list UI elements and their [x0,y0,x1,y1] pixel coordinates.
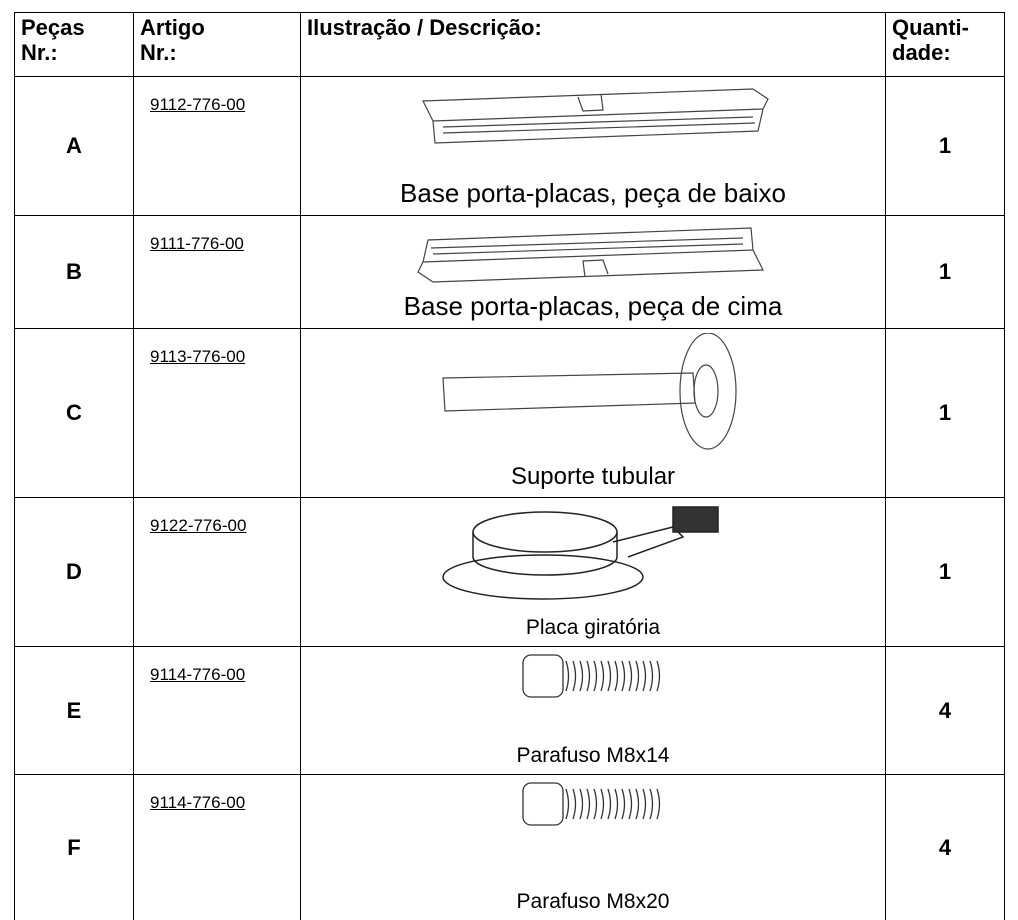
illustration-cell: Parafuso M8x14 [301,647,886,775]
illustration-cell: Placa giratória [301,498,886,647]
tube [443,373,695,411]
description: Placa giratória [526,616,660,640]
illustration-cell: Base porta-placas, peça de cima [301,216,886,329]
top [473,512,617,552]
drawing [418,228,763,282]
illustration [403,220,783,290]
header-cell: Artigo Nr.: [134,13,301,77]
head [523,655,563,697]
illustration-box: Parafuso M8x14 [301,647,885,774]
outline [423,89,768,143]
header-cell: Peças Nr.: [15,13,134,77]
illustration [518,779,668,829]
part-id: C [15,329,134,498]
header-cell: Ilustração / Descrição: [301,13,886,77]
article-number: 9112-776-00 [134,77,301,216]
description: Parafuso M8x20 [517,890,670,914]
illustration-cell: Suporte tubular [301,329,886,498]
description: Suporte tubular [511,463,675,491]
notch [578,94,603,111]
pedal [673,507,718,532]
part-id: A [15,77,134,216]
illustration [433,333,753,463]
illustration-cell: Parafuso M8x20 [301,775,886,920]
illustration-box: Base porta-placas, peça de cima [301,216,885,328]
quantity: 4 [886,647,1005,775]
quantity: 1 [886,216,1005,329]
quantity: 4 [886,775,1005,920]
parts-table: Peças Nr.: Artigo Nr.: Ilustração / Desc… [14,12,1005,920]
header-row: Peças Nr.: Artigo Nr.: Ilustração / Desc… [15,13,1005,77]
article-number: 9113-776-00 [134,329,301,498]
illustration [518,651,668,701]
illustration-cell: Base porta-placas, peça de baixo [301,77,886,216]
drawing [443,507,718,599]
notch [583,260,608,277]
article-number: 9122-776-00 [134,498,301,647]
flange-inner [694,365,718,417]
article-number: 9114-776-00 [134,775,301,920]
illustration [433,502,753,612]
illustration-box: Suporte tubular [301,329,885,497]
part-id: F [15,775,134,920]
part-id: B [15,216,134,329]
drawing [523,783,660,825]
part-id: D [15,498,134,647]
description: Base porta-placas, peça de baixo [400,178,786,209]
quantity: 1 [886,329,1005,498]
article-number: 9111-776-00 [134,216,301,329]
illustration-box: Placa giratória [301,498,885,646]
head [523,783,563,825]
drawing [443,333,736,449]
illustration-box: Base porta-placas, peça de baixo [301,77,885,215]
drawing [423,89,768,143]
illustration-box: Parafuso M8x20 [301,775,885,920]
drawing [523,655,660,697]
illustration [403,81,783,151]
header-cell: Quanti- dade: [886,13,1005,77]
description: Base porta-placas, peça de cima [404,291,783,322]
outline [418,228,763,282]
quantity: 1 [886,498,1005,647]
quantity: 1 [886,77,1005,216]
thread [566,789,660,819]
article-number: 9114-776-00 [134,647,301,775]
thread [566,661,660,691]
part-id: E [15,647,134,775]
base [443,555,643,599]
flange [680,333,736,449]
description: Parafuso M8x14 [517,744,670,768]
